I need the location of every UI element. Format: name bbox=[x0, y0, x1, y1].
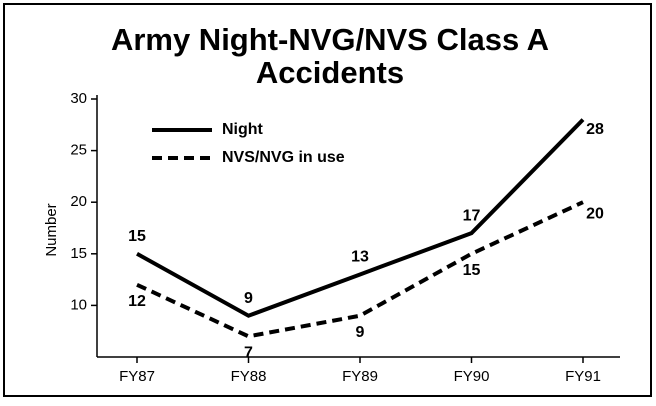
frame bbox=[3, 3, 652, 397]
series-line bbox=[136, 118, 585, 318]
series-line bbox=[136, 200, 584, 339]
data-label: 28 bbox=[586, 121, 604, 138]
y-axis-label: Number bbox=[43, 203, 60, 256]
y-tick-label: 10 bbox=[70, 296, 87, 313]
x-tick-label: FY87 bbox=[119, 368, 155, 385]
data-label: 15 bbox=[463, 262, 481, 279]
x-tick-label: FY90 bbox=[454, 368, 490, 385]
data-label: 15 bbox=[128, 228, 146, 245]
data-label: 7 bbox=[244, 345, 253, 362]
x-tick-label: FY91 bbox=[565, 368, 601, 385]
legend-label: Night bbox=[222, 121, 264, 138]
data-label: 12 bbox=[128, 293, 146, 310]
legend-label: NVS/NVG in use bbox=[222, 149, 345, 166]
chart-title: Army Night-NVG/NVS Class A bbox=[111, 22, 549, 57]
data-label: 9 bbox=[244, 290, 253, 307]
y-tick-label: 25 bbox=[70, 142, 87, 159]
chart-title: Accidents bbox=[256, 55, 404, 90]
x-tick-label: FY88 bbox=[231, 368, 267, 385]
data-label: 13 bbox=[351, 249, 369, 266]
x-tick-label: FY89 bbox=[342, 368, 378, 385]
data-label: 9 bbox=[356, 324, 365, 341]
data-label: 20 bbox=[586, 205, 604, 222]
data-label: 17 bbox=[463, 207, 481, 224]
y-tick-label: 15 bbox=[70, 245, 87, 262]
y-tick-label: 20 bbox=[70, 193, 87, 210]
y-tick-label: 30 bbox=[70, 90, 87, 107]
